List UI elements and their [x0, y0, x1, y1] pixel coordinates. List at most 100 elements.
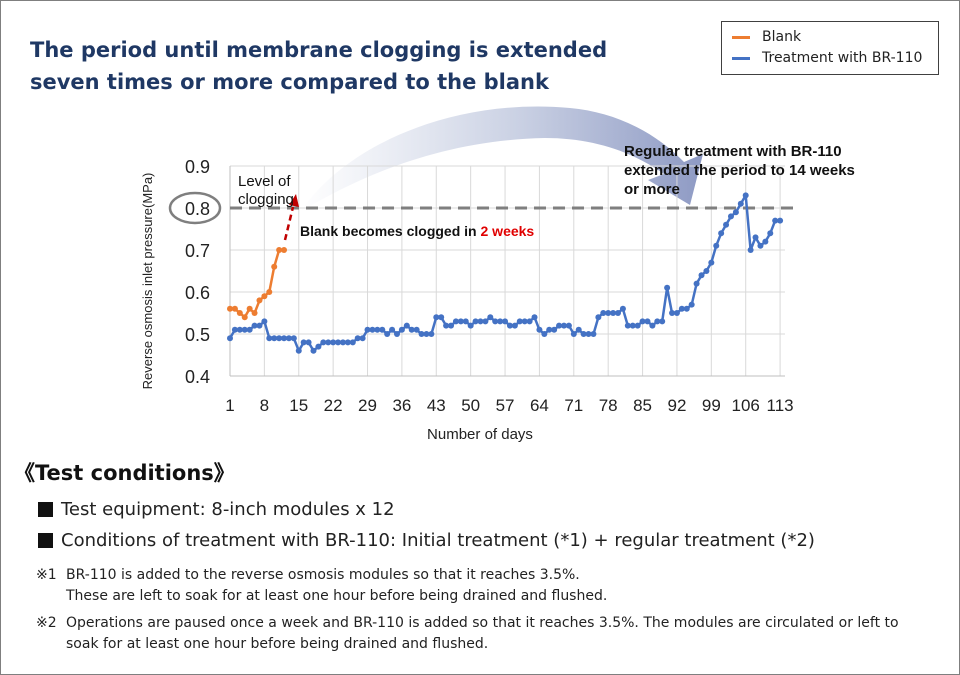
data-point-treatment [359, 335, 366, 342]
data-point-treatment [236, 326, 243, 333]
note-2-line-2: soak for at least one hour before being … [66, 636, 489, 652]
data-point-treatment [354, 335, 361, 342]
data-point-treatment [398, 326, 405, 333]
data-point-treatment [541, 331, 548, 337]
data-point-treatment [723, 221, 730, 228]
data-point-treatment [536, 326, 543, 333]
data-point-treatment [678, 305, 685, 312]
square-bullet-icon [38, 533, 53, 548]
data-point-treatment [443, 322, 450, 329]
data-point-blank [231, 305, 238, 312]
note-1: ※1 BR-110 is added to the reverse osmosis… [36, 565, 936, 607]
data-point-treatment [664, 284, 671, 291]
data-point-treatment [384, 331, 391, 337]
data-point-treatment [752, 234, 759, 241]
data-point-treatment [634, 322, 641, 329]
data-point-treatment [482, 318, 489, 325]
data-point-treatment [580, 331, 587, 337]
x-tick-label: 1 [225, 396, 234, 415]
y-tick-label: 0.8 [185, 199, 210, 219]
x-axis-label: Number of days [427, 426, 533, 443]
y-axis-label: Reverse osmosis inlet pressure(MPa) [140, 173, 155, 390]
data-point-blank [236, 310, 243, 316]
data-point-treatment [452, 318, 459, 325]
x-tick-label: 113 [767, 396, 794, 415]
data-point-treatment [438, 314, 445, 321]
data-point-treatment [713, 242, 720, 249]
data-point-treatment [266, 335, 273, 342]
data-point-treatment [349, 339, 356, 346]
x-tick-label: 8 [260, 396, 269, 415]
data-point-treatment [379, 326, 386, 333]
y-tick-label: 0.9 [185, 157, 210, 177]
data-point-treatment [575, 326, 582, 333]
treatment-annotation-line-3: or more [624, 181, 680, 198]
data-point-treatment [644, 318, 651, 325]
data-point-treatment [271, 335, 278, 342]
data-point-treatment [295, 347, 302, 354]
treatment-annotation-line-1: Regular treatment with BR-110 [624, 143, 842, 160]
chart-legend: Blank Treatment with BR-110 [721, 21, 939, 75]
data-point-treatment [767, 230, 774, 237]
clogging-level-circle [168, 191, 222, 225]
data-point-treatment [330, 339, 337, 346]
legend-swatch-treatment [732, 56, 750, 60]
data-point-treatment [369, 326, 376, 333]
data-point-treatment [502, 318, 509, 325]
data-point-treatment [227, 335, 233, 342]
legend-item-treatment: Treatment with BR-110 [732, 48, 922, 68]
series-group [227, 192, 784, 354]
blank-trend-arrowhead [289, 194, 299, 207]
data-point-treatment [300, 339, 307, 346]
data-point-treatment [477, 318, 484, 325]
data-point-treatment [261, 318, 268, 325]
data-point-treatment [649, 322, 656, 329]
data-point-treatment [472, 318, 479, 325]
condition-item-1: Test equipment: 8-inch modules x 12 [38, 499, 395, 520]
data-point-treatment [654, 318, 661, 325]
data-point-treatment [551, 326, 558, 333]
data-point-treatment [433, 314, 440, 321]
data-point-treatment [526, 318, 533, 325]
data-point-treatment [693, 280, 700, 287]
data-point-treatment [393, 331, 400, 337]
legend-label-blank: Blank [762, 29, 802, 45]
data-point-treatment [570, 331, 577, 337]
x-tick-label: 78 [599, 396, 618, 415]
x-tick-label: 43 [427, 396, 446, 415]
data-point-treatment [772, 217, 779, 224]
data-point-treatment [315, 343, 322, 350]
data-point-treatment [516, 318, 523, 325]
y-tick-label: 0.5 [185, 325, 210, 345]
data-point-treatment [364, 326, 371, 333]
data-point-treatment [511, 322, 518, 329]
x-tick-label: 22 [324, 396, 343, 415]
y-tick-label: 0.4 [185, 367, 210, 387]
data-point-treatment [276, 335, 283, 342]
y-tick-label: 0.7 [185, 241, 210, 261]
data-point-treatment [556, 322, 563, 329]
treatment-annotation-line-2: extended the period to 14 weeks [624, 162, 855, 179]
data-point-blank [271, 263, 278, 270]
data-point-treatment [497, 318, 504, 325]
x-tick-label: 57 [496, 396, 515, 415]
note-2: ※2 Operations are paused once a week and … [36, 613, 936, 655]
x-tick-label: 15 [289, 396, 308, 415]
x-tick-label: 99 [702, 396, 721, 415]
clog-label-line-2: clogging [238, 191, 294, 208]
chart-title: The period until membrane clogging is ex… [30, 34, 607, 98]
data-point-treatment [374, 326, 381, 333]
x-tick-label: 71 [564, 396, 583, 415]
blank-trend-arrow [283, 206, 295, 241]
data-point-treatment [281, 335, 288, 342]
condition-item-1-text: Test equipment: 8-inch modules x 12 [61, 499, 395, 520]
y-tick-labels: 0.9 0.8 0.7 0.6 0.5 0.4 [185, 157, 210, 387]
data-point-treatment [619, 305, 626, 312]
blank-clog-text: Blank becomes clogged in [300, 223, 481, 239]
data-point-blank [227, 305, 233, 312]
data-point-treatment [777, 217, 784, 224]
data-point-treatment [305, 339, 312, 346]
data-point-treatment [290, 335, 297, 342]
data-point-treatment [669, 310, 676, 316]
data-point-blank [281, 247, 288, 253]
